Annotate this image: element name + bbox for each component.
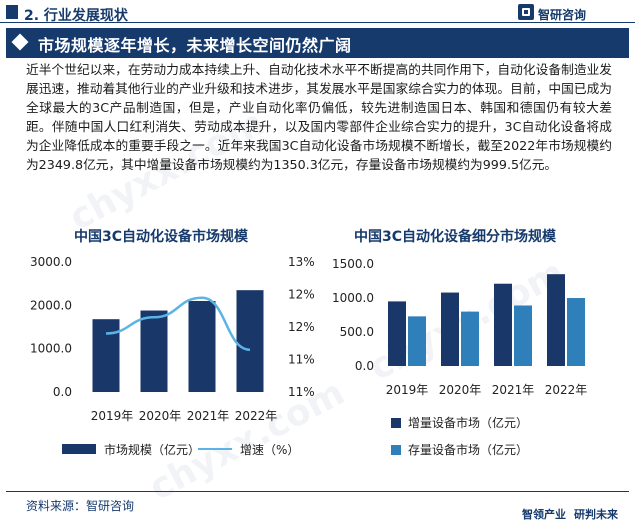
x-tick-label: 2021年	[492, 383, 535, 397]
legend-swatch-market-size	[62, 444, 96, 454]
y-right-tick: 13%	[288, 255, 315, 269]
chart1-title: 中国3C自动化设备市场规模	[74, 229, 249, 245]
section-title: 2. 行业发展现状	[24, 8, 128, 24]
header-divider	[0, 22, 635, 23]
x-tick-label: 2022年	[545, 383, 588, 397]
incremental-bar	[547, 274, 565, 366]
y-left-tick: 3000.0	[30, 255, 72, 269]
chart2-title: 中国3C自动化设备细分市场规模	[354, 229, 557, 245]
y-right-tick: 11%	[288, 353, 315, 367]
legend-label-growth: 增速（%）	[240, 443, 300, 457]
slogan-part-b: 研判未来	[574, 508, 618, 521]
brand-logo-icon	[518, 4, 534, 20]
y-right-tick: 12%	[288, 288, 315, 302]
stock-bar	[514, 305, 532, 366]
slogan-part-a: 智领产业	[522, 508, 566, 521]
growth-line	[105, 296, 251, 351]
y-left-tick: 500.0	[340, 325, 374, 339]
incremental-bar	[441, 292, 459, 366]
x-tick-label: 2021年	[187, 409, 230, 423]
y-left-tick: 2000.0	[30, 298, 72, 312]
market-size-bar	[140, 310, 168, 392]
title-banner	[6, 28, 629, 58]
header-marker	[6, 5, 18, 19]
legend-label-incremental: 增量设备市场（亿元）	[408, 416, 529, 430]
y-right-tick: 12%	[288, 320, 315, 334]
legend-swatch-growth	[198, 448, 232, 450]
market-size-bar	[236, 290, 264, 392]
x-tick-label: 2022年	[235, 409, 278, 423]
banner-title: 市场规模逐年增长，未来增长空间仍然广阔	[38, 36, 352, 55]
stock-bar	[461, 311, 479, 366]
legend-swatch-incremental	[391, 418, 401, 428]
brand-name: 智研咨询	[538, 8, 587, 22]
stock-bar	[408, 316, 426, 366]
incremental-bar	[494, 283, 512, 366]
body-paragraph: 近半个世纪以来，在劳动力成本持续上升、自动化技术水平不断提高的共同作用下，自动化…	[26, 62, 612, 172]
incremental-bar	[388, 301, 406, 366]
y-left-tick: 0.0	[355, 359, 374, 373]
y-left-tick: 1000.0	[30, 342, 72, 356]
stock-bar	[567, 298, 585, 366]
market-size-bar	[92, 319, 120, 392]
y-right-tick: 11%	[288, 385, 315, 399]
source-note: 资料来源：智研咨询	[26, 499, 135, 513]
x-tick-label: 2020年	[439, 383, 482, 397]
footer-divider	[6, 491, 629, 492]
y-left-tick: 0.0	[53, 385, 72, 399]
legend-swatch-stock	[391, 445, 401, 455]
market-size-bar	[188, 301, 216, 392]
y-left-tick: 1000.0	[332, 291, 374, 305]
y-left-tick: 1500.0	[332, 257, 374, 271]
legend-label-market-size: 市场规模（亿元）	[104, 443, 201, 457]
legend-label-stock: 存量设备市场（亿元）	[408, 443, 529, 457]
x-tick-label: 2019年	[386, 383, 429, 397]
chart2-canvas: 1500.0 1000.0 500.0 0.0 2019年 2020年 2021年 2022…	[332, 257, 588, 397]
chart1-canvas: 3000.0 2000.0 1000.0 0.0 13% 12% 12% 11% 11% 20…	[30, 255, 315, 423]
x-tick-label: 2019年	[91, 409, 134, 423]
x-tick-label: 2020年	[139, 409, 182, 423]
